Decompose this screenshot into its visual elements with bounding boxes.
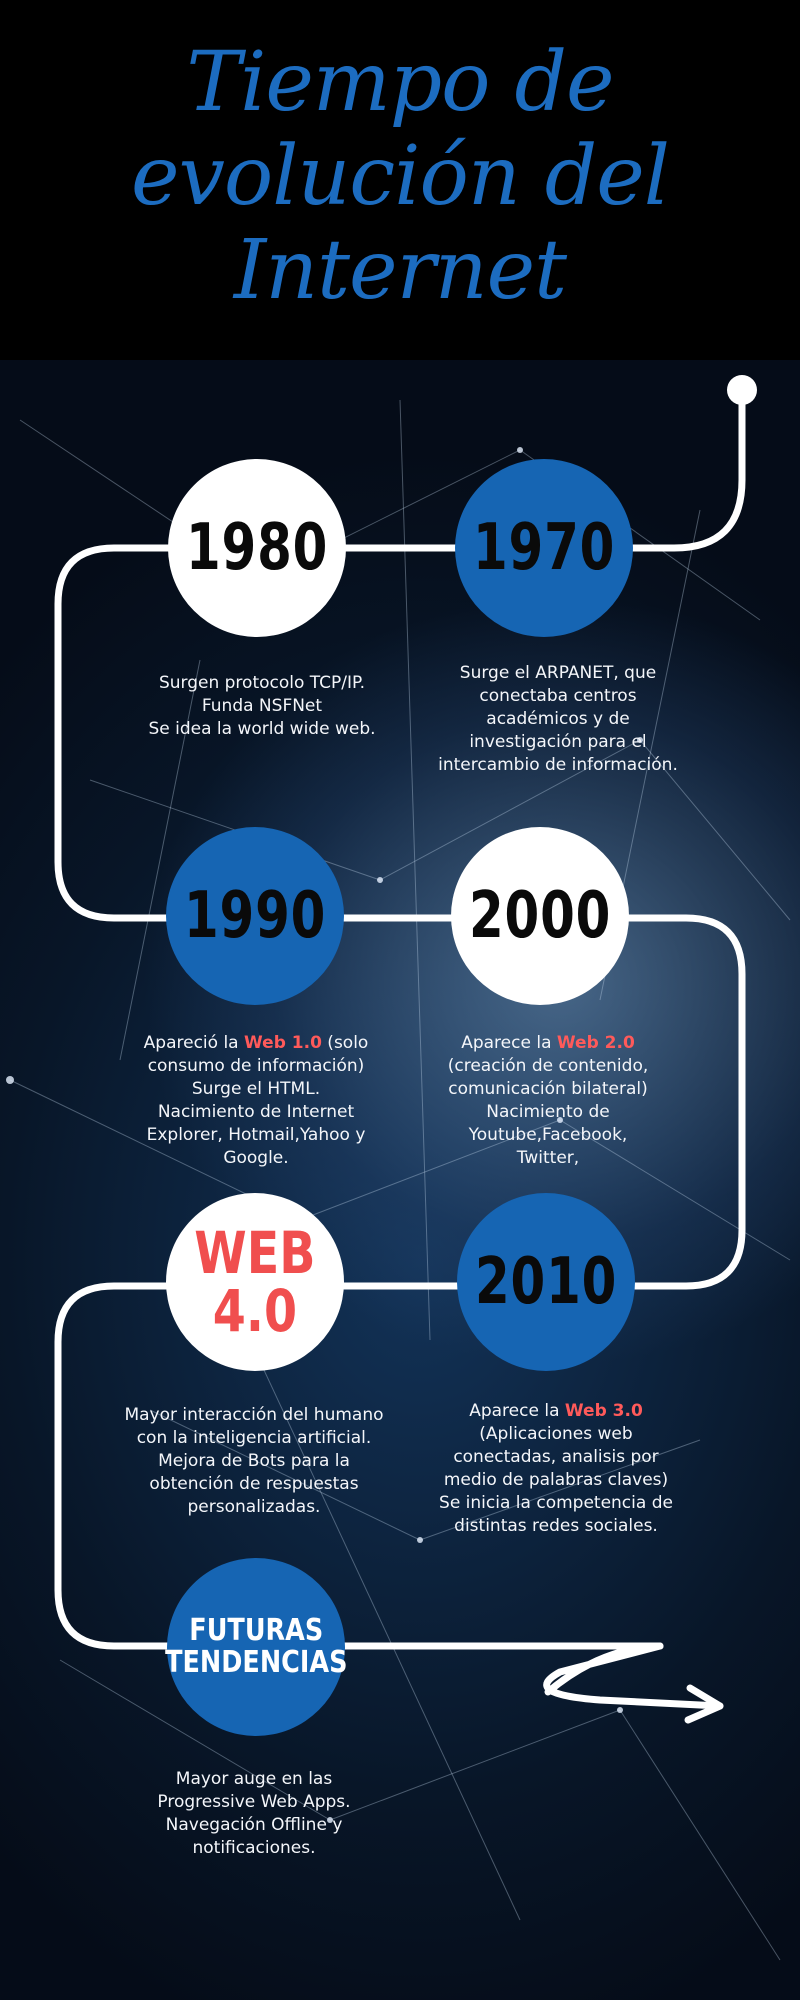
desc-web40-line: obtención de respuestas (149, 1474, 359, 1494)
desc-2010: Aparece la Web 3.0 (Aplicaciones web con… (406, 1400, 706, 1538)
desc-2010-line: distintas redes sociales. (454, 1516, 658, 1536)
desc-1990-first-line: Apareció la Web 1.0 (solo (106, 1032, 406, 1055)
desc-2000-line: (creación de contenido, (447, 1056, 649, 1076)
year-2010-label: 2010 (474, 1245, 618, 1319)
year-1980-label: 1980 (185, 511, 329, 585)
network-lines-decoration (6, 399, 791, 1961)
desc-1970-line: académicos y de (486, 709, 630, 729)
desc-2000-first-line: Aparece la Web 2.0 (398, 1032, 698, 1055)
header: Tiempo de evolución del Internet (0, 0, 800, 360)
year-2000-label: 2000 (468, 879, 612, 953)
desc-futuras-line: Progressive Web Apps. (157, 1792, 351, 1812)
futuras-label-line: TENDENCIAS (164, 1645, 348, 1680)
desc-2000-line: comunicación bilateral) (448, 1079, 648, 1099)
desc-2010-line: Se inicia la competencia de (439, 1493, 673, 1513)
circle-1970: 1970 (455, 459, 633, 637)
circle-2000: 2000 (451, 827, 629, 1005)
desc-1980-line: Funda NSFNet (201, 696, 323, 716)
desc-2000: Aparece la Web 2.0 (creación de contenid… (398, 1032, 698, 1170)
futuras-tendencias-label: FUTURAS TENDENCIAS (165, 1615, 347, 1679)
desc-1970-line: intercambio de información. (438, 755, 678, 775)
desc-futuras-line: Navegación Offline y (165, 1815, 343, 1835)
desc-2000-line: Youtube,Facebook, (468, 1125, 628, 1145)
desc-1980: Surgen protocolo TCP/IP. Funda NSFNet Se… (112, 672, 412, 741)
year-1990-label: 1990 (183, 879, 327, 953)
desc-1990-line: consumo de información) (147, 1056, 365, 1076)
circle-web40: WEB 4.0 (166, 1193, 344, 1371)
desc-1990-line: Surge el HTML. (191, 1079, 321, 1099)
desc-web40: Mayor interacción del humano con la inte… (94, 1404, 414, 1519)
futuras-label-line: FUTURAS (189, 1613, 323, 1648)
circle-2010: 2010 (457, 1193, 635, 1371)
desc-1970-line: Surge el ARPANET, que (459, 663, 657, 683)
desc-1980-line: Se idea la world wide web. (148, 719, 376, 739)
desc-2010-pre: Aparece la (469, 1401, 565, 1421)
desc-futuras: Mayor auge en las Progressive Web Apps. … (104, 1768, 404, 1860)
desc-1980-line: Surgen protocolo TCP/IP. (158, 673, 366, 693)
desc-futuras-line: notificaciones. (192, 1838, 316, 1858)
web30-highlight: Web 3.0 (564, 1401, 643, 1421)
web40-label: WEB 4.0 (194, 1224, 315, 1340)
desc-futuras-line: Mayor auge en las (175, 1769, 333, 1789)
desc-2000-line: Twitter, (516, 1148, 580, 1168)
desc-1970-line: investigación para el (469, 732, 647, 752)
title-line-1: Tiempo de (186, 35, 614, 130)
circle-futuras-tendencias: FUTURAS TENDENCIAS (165, 1558, 347, 1736)
desc-1990-line: Explorer, Hotmail,Yahoo y (146, 1125, 366, 1145)
desc-web40-line: Mayor interacción del humano (124, 1405, 384, 1425)
page-title: Tiempo de evolución del Internet (0, 36, 800, 318)
desc-1990-post: (solo (321, 1033, 369, 1053)
desc-web40-line: personalizadas. (187, 1497, 321, 1517)
desc-2010-first-line: Aparece la Web 3.0 (406, 1400, 706, 1423)
title-line-2: evolución del (131, 129, 670, 224)
desc-1970: Surge el ARPANET, que conectaba centros … (408, 662, 708, 777)
desc-1970-line: conectaba centros (479, 686, 637, 706)
desc-2010-line: (Aplicaciones web (479, 1424, 633, 1444)
title-line-3: Internet (233, 223, 567, 318)
network-background (0, 360, 800, 2000)
desc-2000-line: Nacimiento de (486, 1102, 610, 1122)
desc-2000-pre: Aparece la (461, 1033, 557, 1053)
desc-web40-line: con la inteligencia artificial. (136, 1428, 372, 1448)
desc-2010-line: conectadas, analisis por (453, 1447, 659, 1467)
web20-highlight: Web 2.0 (556, 1033, 635, 1053)
circle-1980: 1980 (168, 459, 346, 637)
year-1970-label: 1970 (472, 511, 616, 585)
web40-label-line: WEB (194, 1219, 316, 1287)
desc-web40-line: Mejora de Bots para la (158, 1451, 350, 1471)
desc-1990-line: Google. (223, 1148, 289, 1168)
desc-1990: Apareció la Web 1.0 (solo consumo de inf… (106, 1032, 406, 1170)
circle-1990: 1990 (166, 827, 344, 1005)
timeline-start-dot (727, 375, 757, 405)
desc-2010-line: medio de palabras claves) (443, 1470, 669, 1490)
web10-highlight: Web 1.0 (244, 1033, 322, 1053)
desc-1990-pre: Apareció la (143, 1033, 245, 1053)
desc-1990-line: Nacimiento de Internet (157, 1102, 355, 1122)
web40-label-line: 4.0 (212, 1277, 298, 1345)
